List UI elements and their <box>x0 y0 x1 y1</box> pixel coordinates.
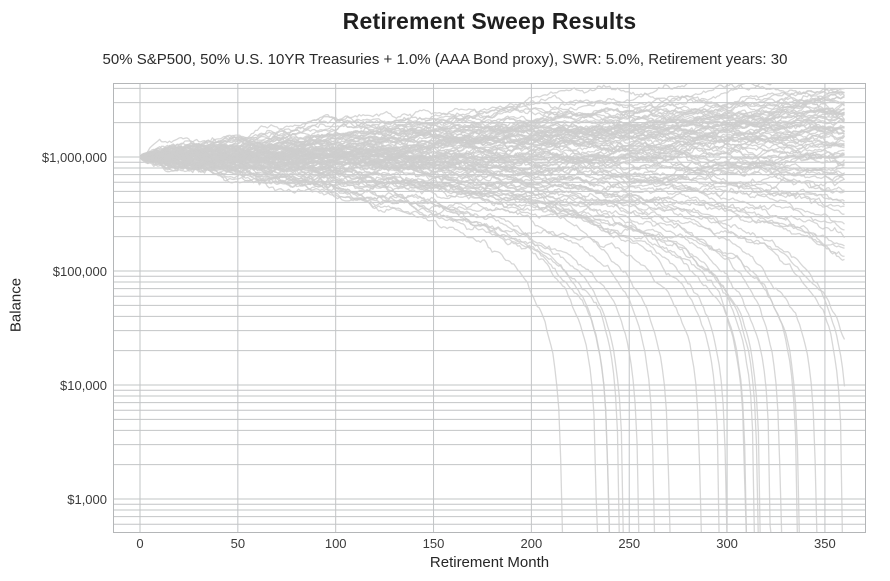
y-tick-label: $1,000 <box>67 491 107 507</box>
x-axis-label: Retirement Month <box>429 554 550 571</box>
chart-subtitle: 50% S&P500, 50% U.S. 10YR Treasuries + 1… <box>102 51 788 68</box>
simulation-traces <box>139 83 846 533</box>
x-tick-label: 50 <box>230 536 246 551</box>
x-tick-label: 300 <box>716 536 738 551</box>
y-tick-label: $10,000 <box>60 377 107 393</box>
x-tick-label: 350 <box>814 536 836 551</box>
x-tick-label: 250 <box>618 536 641 551</box>
x-tick-label: 150 <box>422 536 445 551</box>
y-tick-label: $1,000,000 <box>41 149 107 165</box>
plot-area <box>113 83 866 533</box>
x-tick-label: 100 <box>324 536 347 551</box>
y-tick-label: $100,000 <box>52 263 107 279</box>
x-tick-label: 0 <box>136 536 144 551</box>
chart-title: Retirement Sweep Results <box>342 8 637 34</box>
x-tick-label: 200 <box>520 536 543 551</box>
y-axis-label: Balance <box>7 277 25 333</box>
plot-border <box>113 83 866 533</box>
